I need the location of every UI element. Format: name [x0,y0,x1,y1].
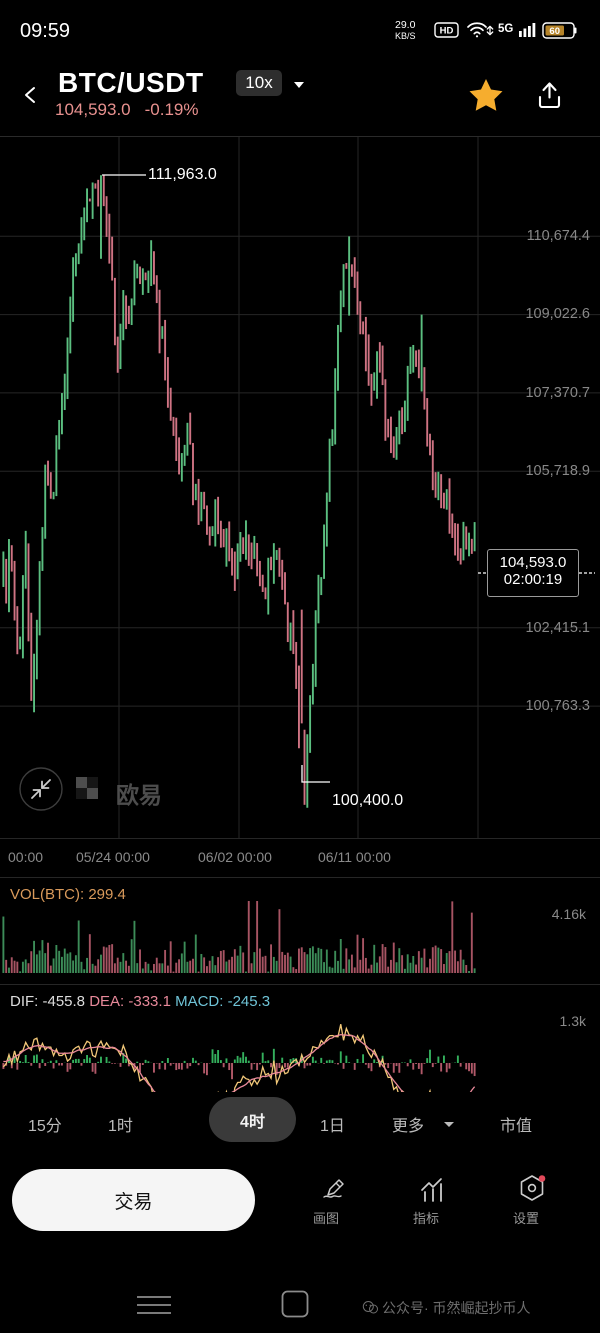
svg-text:HD: HD [440,26,454,37]
svg-text:5G: 5G [498,23,513,35]
svg-text:KB/S: KB/S [395,31,416,41]
svg-text:29.0: 29.0 [395,19,416,31]
svg-text:60: 60 [549,26,560,37]
